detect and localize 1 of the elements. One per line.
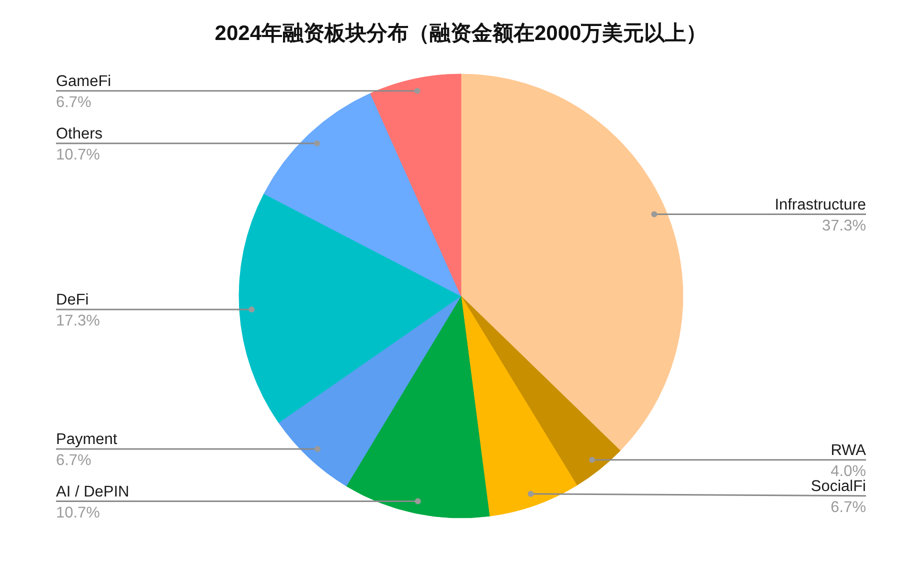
title: 2024年融资板块分布（融资金额在2000万美元以上）: [214, 22, 708, 45]
